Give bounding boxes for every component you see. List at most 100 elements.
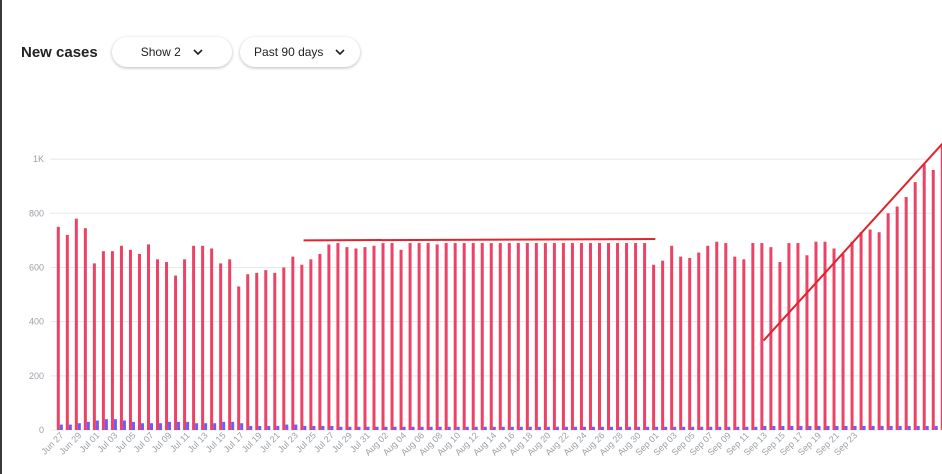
bar-primary[interactable] [354, 248, 358, 430]
bar-primary[interactable] [778, 262, 782, 430]
bar-primary[interactable] [823, 241, 827, 430]
bar-secondary[interactable] [429, 426, 433, 430]
bar-primary[interactable] [616, 243, 620, 430]
bar-primary[interactable] [661, 260, 665, 430]
bar-primary[interactable] [65, 234, 69, 430]
bar-secondary[interactable] [619, 426, 623, 430]
bar-secondary[interactable] [140, 423, 144, 430]
bar-primary[interactable] [56, 226, 60, 430]
bar-primary[interactable] [165, 262, 169, 430]
bar-primary[interactable] [868, 229, 872, 430]
bar-primary[interactable] [110, 251, 114, 430]
bar-secondary[interactable] [303, 425, 307, 430]
bar-secondary[interactable] [231, 421, 235, 430]
bar-primary[interactable] [670, 245, 674, 430]
bar-primary[interactable] [543, 243, 547, 430]
bar-secondary[interactable] [601, 426, 604, 430]
bar-secondary[interactable] [898, 425, 902, 430]
bar-primary[interactable] [516, 243, 520, 430]
bar-secondary[interactable] [483, 426, 487, 430]
bar-secondary[interactable] [691, 426, 695, 430]
bar-primary[interactable] [336, 243, 340, 430]
bar-primary[interactable] [886, 213, 890, 430]
bar-secondary[interactable] [348, 426, 352, 430]
bar-primary[interactable] [760, 243, 764, 430]
bar-primary[interactable] [417, 243, 421, 430]
bar-secondary[interactable] [754, 426, 758, 430]
bar-secondary[interactable] [718, 426, 722, 430]
bar-secondary[interactable] [95, 420, 99, 430]
bar-secondary[interactable] [366, 426, 370, 430]
bar-secondary[interactable] [709, 426, 713, 430]
bar-primary[interactable] [372, 245, 376, 430]
bar-secondary[interactable] [222, 421, 226, 430]
bar-secondary[interactable] [546, 426, 550, 430]
bar-primary[interactable] [913, 182, 917, 430]
bar-primary[interactable] [246, 274, 250, 430]
bar-secondary[interactable] [808, 425, 812, 430]
bar-primary[interactable] [769, 247, 773, 430]
bar-primary[interactable] [318, 253, 322, 430]
bar-secondary[interactable] [204, 423, 208, 430]
bar-primary[interactable] [814, 241, 818, 430]
bar-primary[interactable] [128, 249, 132, 430]
bar-primary[interactable] [426, 243, 430, 430]
bar-secondary[interactable] [889, 425, 893, 430]
bar-secondary[interactable] [835, 425, 839, 430]
bar-secondary[interactable] [907, 425, 911, 430]
bar-secondary[interactable] [673, 426, 677, 430]
bar-primary[interactable] [724, 243, 728, 430]
bar-primary[interactable] [92, 263, 96, 430]
bar-secondary[interactable] [312, 425, 316, 430]
bar-secondary[interactable] [168, 421, 172, 430]
bar-primary[interactable] [192, 245, 196, 430]
bar-secondary[interactable] [213, 423, 217, 430]
bar-primary[interactable] [561, 243, 565, 430]
bar-primary[interactable] [408, 243, 412, 430]
bar-secondary[interactable] [826, 425, 830, 430]
bar-primary[interactable] [210, 248, 214, 430]
time-range-dropdown[interactable]: Past 90 days [239, 37, 360, 67]
bar-secondary[interactable] [871, 425, 875, 430]
bar-secondary[interactable] [537, 426, 541, 430]
bar-primary[interactable] [282, 267, 286, 430]
bar-secondary[interactable] [122, 420, 126, 430]
bar-secondary[interactable] [150, 423, 153, 430]
bar-secondary[interactable] [258, 425, 262, 430]
bar-secondary[interactable] [925, 425, 929, 430]
bar-primary[interactable] [255, 272, 259, 430]
bar-secondary[interactable] [763, 425, 767, 430]
bar-secondary[interactable] [77, 423, 81, 430]
bar-secondary[interactable] [610, 426, 614, 430]
bar-secondary[interactable] [402, 426, 406, 430]
bar-primary[interactable] [570, 243, 574, 430]
bar-secondary[interactable] [727, 426, 731, 430]
bar-primary[interactable] [859, 232, 863, 430]
bar-secondary[interactable] [195, 423, 199, 430]
bar-secondary[interactable] [646, 426, 650, 430]
bar-primary[interactable] [444, 243, 448, 430]
bar-secondary[interactable] [267, 425, 271, 430]
bar-primary[interactable] [607, 243, 611, 430]
bar-primary[interactable] [706, 245, 710, 430]
bar-secondary[interactable] [330, 425, 334, 430]
bar-secondary[interactable] [628, 426, 632, 430]
bar-secondary[interactable] [853, 425, 857, 430]
bar-primary[interactable] [904, 197, 908, 430]
bar-primary[interactable] [931, 169, 935, 430]
bar-primary[interactable] [643, 243, 647, 430]
bar-secondary[interactable] [799, 425, 803, 430]
bar-primary[interactable] [291, 256, 295, 430]
bar-primary[interactable] [264, 270, 268, 430]
bar-secondary[interactable] [528, 426, 532, 430]
bar-secondary[interactable] [555, 426, 559, 430]
bar-primary[interactable] [363, 247, 367, 430]
bar-primary[interactable] [327, 244, 331, 430]
bar-primary[interactable] [742, 259, 746, 430]
bar-primary[interactable] [525, 243, 529, 430]
bar-secondary[interactable] [104, 419, 108, 430]
bar-primary[interactable] [697, 252, 701, 430]
bar-primary[interactable] [625, 243, 629, 430]
bar-primary[interactable] [534, 243, 538, 430]
bar-secondary[interactable] [68, 424, 72, 430]
